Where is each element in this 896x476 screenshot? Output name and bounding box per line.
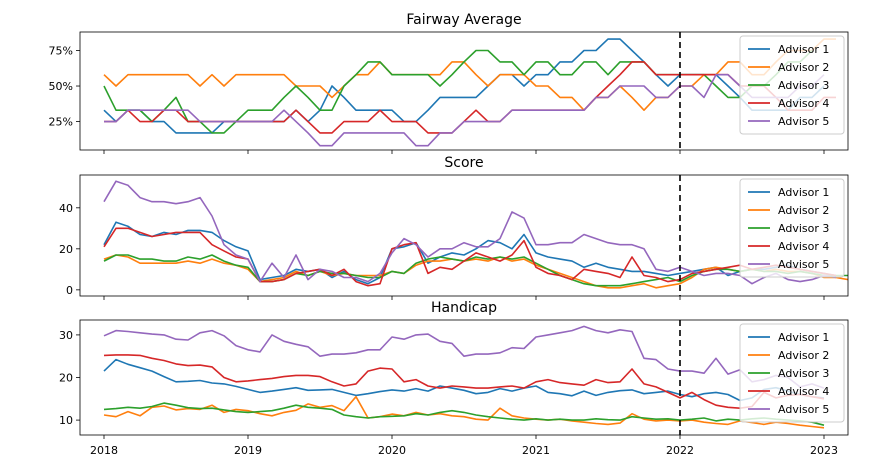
legend-label: Advisor 2	[778, 61, 829, 74]
x-tick-label: 2019	[234, 444, 262, 457]
legend-label: Advisor 5	[778, 403, 829, 416]
series-line-advisor-3	[103, 49, 813, 134]
series-group	[103, 325, 825, 429]
series-line-advisor-1	[103, 221, 837, 285]
legend-label: Advisor 3	[778, 79, 829, 92]
series-group	[103, 180, 848, 289]
legend-label: Advisor 1	[778, 186, 829, 199]
legend-label: Advisor 1	[778, 43, 829, 56]
series-line-advisor-4	[103, 227, 837, 287]
legend: Advisor 1 Advisor 2 Advisor 3 Advisor 4 Advi…	[739, 178, 845, 278]
legend-label: Advisor 5	[778, 258, 829, 271]
y-tick-label: 50%	[49, 80, 73, 93]
series-line-advisor-3	[103, 402, 825, 426]
chart-title: Fairway Average	[406, 12, 521, 28]
legend-label: Advisor 4	[778, 97, 829, 110]
chart-title: Handicap	[431, 300, 497, 316]
series-group	[103, 38, 836, 147]
legend-label: Advisor 3	[778, 367, 829, 380]
legend-label: Advisor 4	[778, 240, 829, 253]
x-tick-label: 2020	[378, 444, 406, 457]
legend-box	[739, 323, 845, 423]
legend-label: Advisor 4	[778, 385, 829, 398]
legend-box	[739, 178, 845, 278]
x-tick-label: 2018	[90, 444, 118, 457]
legend-box	[739, 35, 845, 135]
x-tick-label: 2023	[810, 444, 838, 457]
y-tick-label: 40	[59, 202, 73, 215]
chart-title: Score	[444, 155, 483, 171]
y-tick-label: 20	[59, 243, 73, 256]
handicap-panel: Handicap 10 20 30 2018 2019 2020 2021 2022 2023 Ad…	[59, 300, 849, 457]
series-line-advisor-3	[103, 254, 848, 287]
x-tick-label: 2021	[522, 444, 550, 457]
y-tick-label: 0	[66, 284, 73, 297]
legend: Advisor 1 Advisor 2 Advisor 3 Advisor 4 Advi…	[739, 323, 845, 423]
series-line-advisor-1	[103, 358, 825, 402]
axes-frame	[79, 31, 849, 151]
series-line-advisor-5	[103, 180, 837, 285]
legend: Advisor 1 Advisor 2 Advisor 3 Advisor 4 Advi…	[739, 35, 845, 135]
axes-frame	[79, 174, 849, 297]
legend-label: Advisor 1	[778, 331, 829, 344]
axes-frame	[79, 319, 849, 436]
legend-label: Advisor 3	[778, 222, 829, 235]
y-tick-label: 25%	[49, 116, 73, 129]
series-line-advisor-5	[104, 73, 825, 147]
series-line-advisor-4	[103, 354, 825, 410]
series-line-advisor-5	[103, 325, 825, 389]
y-tick-label: 30	[59, 329, 73, 342]
y-tick-label: 10	[59, 414, 73, 427]
legend-label: Advisor 2	[778, 349, 829, 362]
x-tick-label: 2022	[666, 444, 694, 457]
legend-label: Advisor 5	[778, 115, 829, 128]
y-tick-label: 75%	[49, 44, 73, 57]
legend-label: Advisor 2	[778, 204, 829, 217]
y-tick-label: 20	[59, 372, 73, 385]
series-line-advisor-2	[103, 395, 825, 429]
